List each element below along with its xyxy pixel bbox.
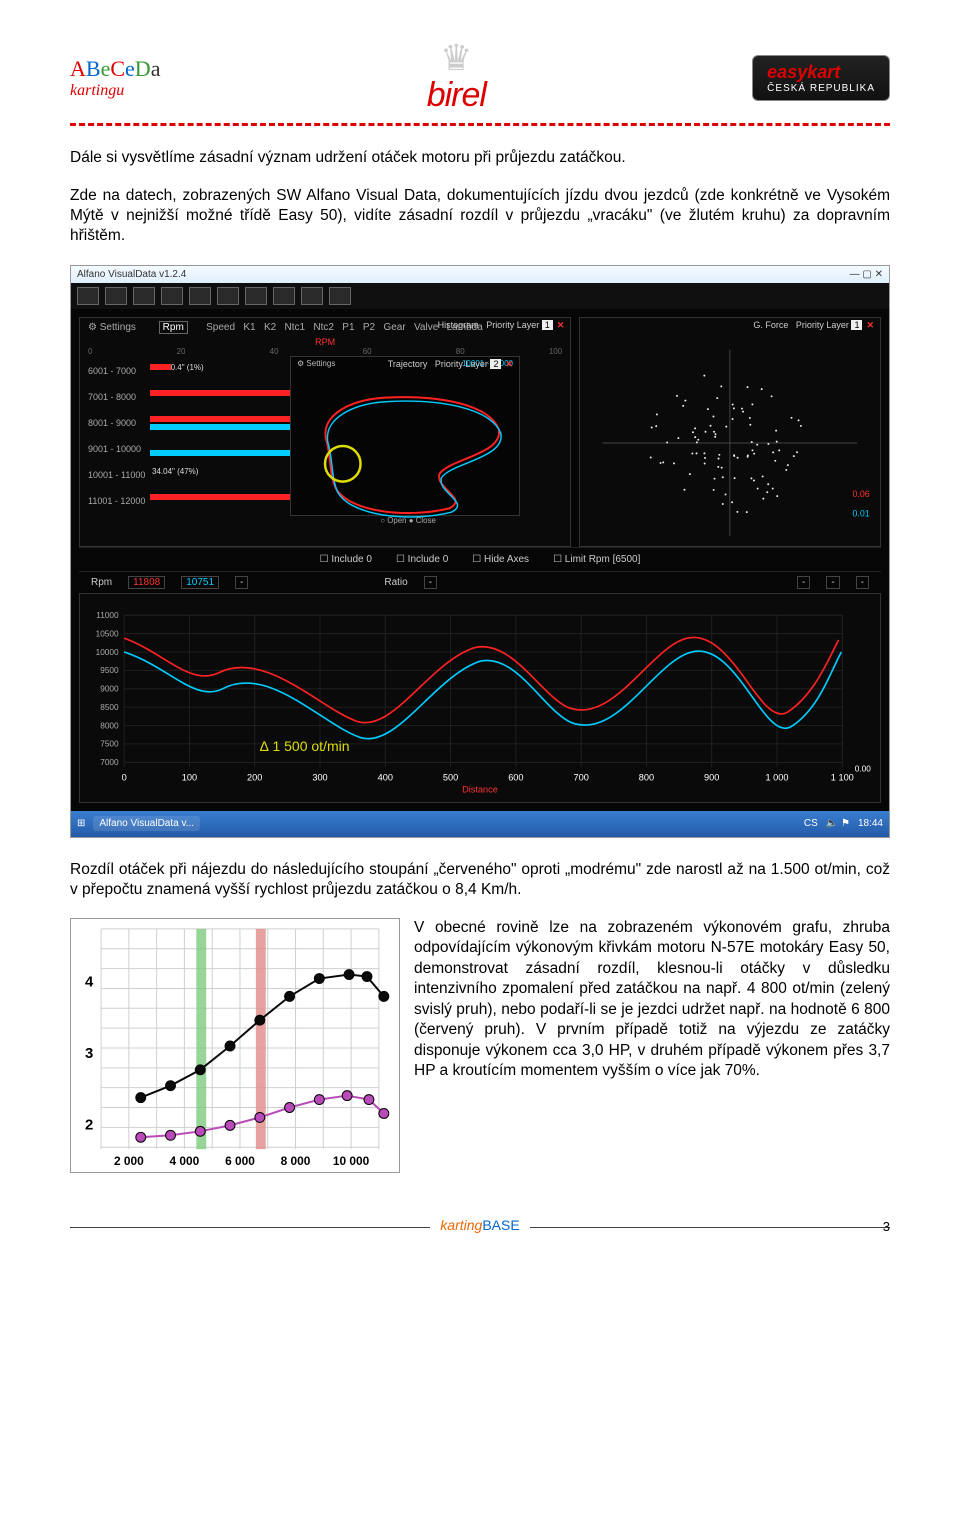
svg-text:○ Open ● Close: ○ Open ● Close <box>380 516 436 525</box>
toolbar <box>71 283 889 309</box>
delta-annotation: ∆ 1 500 ot/min <box>260 738 350 754</box>
svg-text:400: 400 <box>378 772 393 782</box>
svg-text:9000: 9000 <box>100 684 119 693</box>
svg-text:7500: 7500 <box>100 739 119 748</box>
svg-text:0.06: 0.06 <box>853 489 870 499</box>
svg-text:0.00: 0.00 <box>855 764 871 773</box>
logo-abeceda: ABeCeDa kartingu <box>70 56 160 100</box>
svg-text:7000: 7000 <box>100 758 119 767</box>
paragraph-4: V obecné rovině lze na zobrazeném výkono… <box>414 918 890 1082</box>
taskbar-app: Alfano VisualData v... <box>93 816 200 831</box>
paragraph-2: Zde na datech, zobrazených SW Alfano Vis… <box>70 186 890 246</box>
rpm-line-chart: 1100010500100009500900085008000750070000… <box>79 593 881 803</box>
svg-text:300: 300 <box>312 772 327 782</box>
svg-text:11000: 11000 <box>96 611 119 620</box>
svg-text:10 000: 10 000 <box>333 1154 370 1168</box>
logo-birel: ♛ birel <box>427 40 486 115</box>
header-divider <box>70 123 890 126</box>
svg-text:900: 900 <box>704 772 719 782</box>
svg-text:600: 600 <box>508 772 523 782</box>
page-number: 3 <box>883 1219 890 1234</box>
footer-brand: kartingBASE <box>430 1217 529 1233</box>
start-button: ⊞ <box>77 818 85 829</box>
logo-easykart: easykart ČESKÁ REPUBLIKA <box>752 55 890 101</box>
alfano-screenshot: Alfano VisualData v1.2.4 — ▢ ✕ Histogram… <box>70 265 890 838</box>
trajectory-panel: Trajectory Priority Layer 2✕ ⚙ Settings … <box>290 356 520 516</box>
power-chart: 2 3 4 2 000 4 000 6 000 8 000 10 000 <box>70 918 400 1173</box>
svg-text:10500: 10500 <box>96 629 119 638</box>
svg-text:200: 200 <box>247 772 262 782</box>
svg-text:9500: 9500 <box>100 666 119 675</box>
svg-text:1 000: 1 000 <box>766 772 789 782</box>
paragraph-1: Dále si vysvětlíme zásadní význam udržen… <box>70 148 890 168</box>
svg-text:6 000: 6 000 <box>225 1154 255 1168</box>
window-titlebar: Alfano VisualData v1.2.4 — ▢ ✕ <box>71 266 889 283</box>
svg-text:1 100: 1 100 <box>831 772 854 782</box>
gforce-panel: G. Force Priority Layer 1✕ 0.06 0.01 <box>579 317 881 547</box>
svg-text:2: 2 <box>85 1117 93 1133</box>
svg-text:500: 500 <box>443 772 458 782</box>
svg-text:3: 3 <box>85 1046 93 1062</box>
svg-text:700: 700 <box>573 772 588 782</box>
histogram-panel: Histogram Priority Layer 1✕ ⚙ Settings R… <box>79 317 571 547</box>
svg-text:0: 0 <box>122 772 127 782</box>
svg-text:4: 4 <box>85 974 94 990</box>
svg-text:8000: 8000 <box>100 721 119 730</box>
svg-text:100: 100 <box>182 772 197 782</box>
svg-text:8 000: 8 000 <box>281 1154 311 1168</box>
svg-text:800: 800 <box>639 772 654 782</box>
svg-text:4 000: 4 000 <box>170 1154 200 1168</box>
paragraph-3: Rozdíl otáček při nájezdu do následující… <box>70 860 890 900</box>
svg-text:10000: 10000 <box>96 647 119 656</box>
svg-text:0.01: 0.01 <box>853 508 870 518</box>
window-controls: — ▢ ✕ <box>850 269 883 280</box>
taskbar: ⊞ Alfano VisualData v... CS 🔈 ⚑ 18:44 <box>71 811 889 837</box>
svg-text:8500: 8500 <box>100 703 119 712</box>
svg-text:2 000: 2 000 <box>114 1154 144 1168</box>
svg-text:Distance: Distance <box>462 784 498 794</box>
